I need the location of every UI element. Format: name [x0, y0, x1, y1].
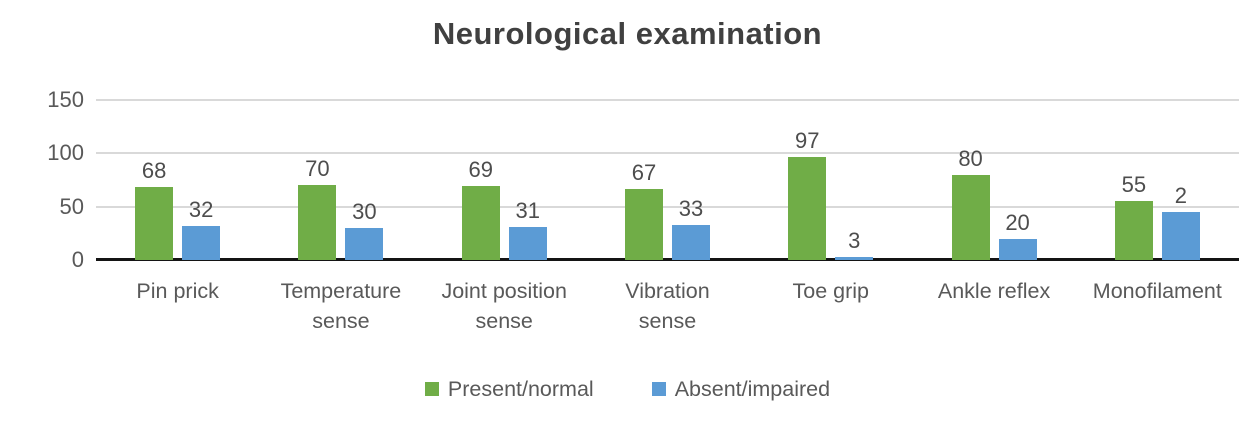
category-label-joint-position-sense: Joint position sense: [441, 279, 567, 333]
y-tick-label-100: 100: [47, 140, 84, 166]
bar-value-label-absent-impaired-joint-position-sense: 31: [515, 197, 540, 223]
bar-present-normal-toe-grip: [788, 156, 827, 260]
chart-title: Neurological examination: [432, 16, 823, 51]
bar-value-label-present-normal-ankle-reflex: 80: [958, 145, 983, 171]
category-label-monofilament: Monofilament: [1092, 279, 1222, 303]
x-axis-line: [96, 258, 1239, 261]
category-label-temperature-sense: Temperature sense: [280, 279, 402, 333]
bar-present-normal-monofilament: [1114, 201, 1153, 260]
bar-present-normal-temperature-sense: [298, 185, 337, 260]
gridline-100: [96, 152, 1239, 155]
bar-value-label-present-normal-vibration-sense: 67: [631, 159, 657, 185]
legend-swatch-absent-impaired: [651, 382, 666, 396]
legend-swatch-present-normal: [424, 382, 439, 396]
y-tick-label-50: 50: [59, 193, 84, 219]
bar-value-label-present-normal-toe-grip: 97: [795, 127, 820, 153]
bar-absent-impaired-pin-prick: [182, 225, 221, 260]
bar-absent-impaired-temperature-sense: [345, 228, 384, 260]
bar-value-label-absent-impaired-monofilament: 2: [1174, 183, 1187, 208]
bar-present-normal-ankle-reflex: [951, 174, 990, 260]
bar-value-label-absent-impaired-vibration-sense: 33: [678, 195, 704, 221]
bar-value-label-present-normal-monofilament: 55: [1121, 172, 1147, 198]
category-label-toe-grip: Toe grip: [792, 279, 870, 303]
gridline-150: [96, 99, 1239, 101]
bar-absent-impaired-joint-position-sense: [508, 226, 547, 260]
bar-value-label-absent-impaired-toe-grip: 3: [848, 227, 861, 253]
category-label-pin-prick: Pin prick: [136, 279, 219, 303]
x-axis-category-labels: Pin prick Temperature sense Joint position…: [96, 276, 1239, 336]
legend-label-absent-impaired: Absent/impaired: [674, 377, 831, 401]
gridline-50: [96, 205, 1239, 208]
bar-value-label-present-normal-pin-prick: 68: [141, 158, 167, 184]
legend-item-present-normal: Present/normal: [424, 377, 594, 401]
y-tick-label-0: 0: [71, 247, 84, 272]
bar-value-label-absent-impaired-ankle-reflex: 20: [1005, 209, 1030, 235]
bar-value-label-present-normal-temperature-sense: 70: [305, 156, 330, 182]
bar-absent-impaired-toe-grip: [835, 256, 874, 260]
bar-value-label-absent-impaired-temperature-sense: 30: [352, 199, 377, 224]
legend-label-present-normal: Present/normal: [447, 377, 594, 401]
category-label-vibration-sense: Vibration sense: [625, 279, 710, 333]
bar-value-label-absent-impaired-pin-prick: 32: [188, 196, 214, 222]
legend-item-absent-impaired: Absent/impaired: [651, 377, 831, 401]
bar-present-normal-vibration-sense: [625, 188, 663, 260]
category-label-ankle-reflex: Ankle reflex: [937, 279, 1051, 303]
plot-area: 68 32 70 30 69 31 67 33 97 3 80 20 55 2: [96, 99, 1239, 261]
bar-present-normal-pin-prick: [135, 187, 174, 260]
y-tick-label-150: 150: [47, 87, 84, 112]
legend: Present/normal Absent/impaired: [0, 377, 1255, 401]
bar-present-normal-joint-position-sense: [461, 186, 500, 260]
bar-absent-impaired-vibration-sense: [672, 224, 710, 260]
bar-absent-impaired-ankle-reflex: [998, 238, 1037, 260]
bar-absent-impaired-monofilament: [1161, 212, 1200, 260]
bar-value-label-present-normal-joint-position-sense: 69: [468, 157, 493, 183]
